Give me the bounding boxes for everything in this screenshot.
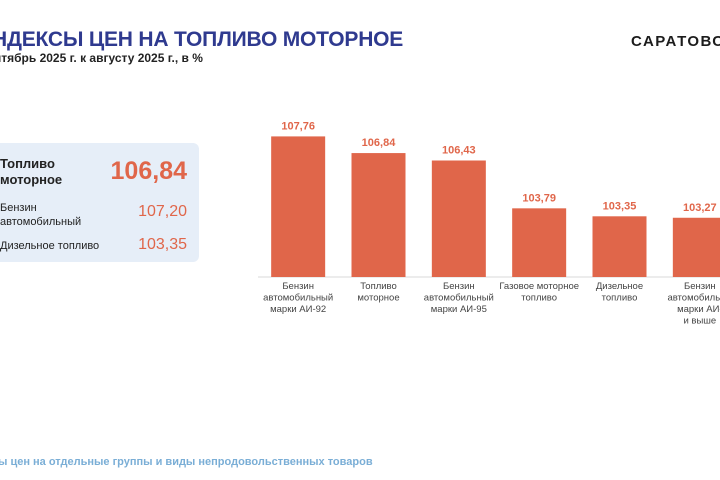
- summary-row-diesel: Дизельное топливо 103,35: [0, 235, 199, 255]
- category-label: Бензинавтомобильнымарки АИ-и выше: [667, 281, 720, 327]
- bar-value-label: 103,79: [522, 192, 556, 204]
- page-title: НДЕКСЫ ЦЕН НА ТОПЛИВО МОТОРНОЕ: [0, 28, 404, 51]
- summary-main-row: Топливо моторное 106,84: [0, 153, 199, 193]
- summary-card: Топливо моторное 106,84 Бензин автомобил…: [0, 143, 199, 262]
- page-subtitle: нтябрь 2025 г. к августу 2025 г., в %: [0, 51, 203, 65]
- category-label: Дизельное топливо: [596, 281, 643, 304]
- bar-value-label: 107,76: [281, 120, 315, 132]
- chart-bar: [592, 216, 647, 277]
- summary-row-value: 103,35: [138, 236, 187, 253]
- category-label: Бензин автомобильный марки АИ-92: [263, 281, 333, 315]
- bar-value-label: 106,84: [362, 137, 397, 149]
- footer-link[interactable]: ы цен на отдельные группы и виды непродо…: [0, 456, 373, 468]
- summary-row-label: Бензин автомобильный: [0, 202, 82, 228]
- bar-value-label: 106,43: [442, 145, 476, 157]
- chart-bar: [512, 208, 567, 277]
- brand-logo-text: САРАТОВС: [631, 33, 720, 50]
- summary-main-label: Топливо моторное: [0, 156, 63, 187]
- category-label: Газовое моторное топливо: [499, 281, 579, 304]
- bar-value-label: 103,35: [603, 200, 637, 212]
- summary-row-label: Дизельное топливо: [0, 240, 100, 252]
- chart-bar: [271, 136, 326, 277]
- chart-bar: [431, 160, 486, 277]
- category-label: Бензин автомобильный марки АИ-95: [424, 281, 494, 315]
- summary-main-value: 106,84: [110, 157, 187, 185]
- summary-row-gasoline: Бензин автомобильный 107,20: [0, 201, 199, 231]
- summary-row-value: 107,20: [138, 203, 187, 220]
- chart-bar: [672, 217, 720, 277]
- chart-bar: [351, 153, 406, 277]
- category-label: Топливо моторное: [357, 281, 399, 304]
- bar-value-label: 103,27: [683, 202, 717, 214]
